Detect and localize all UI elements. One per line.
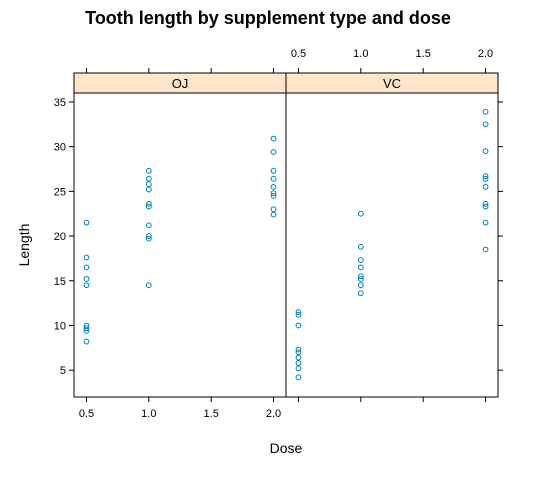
data-point-oj xyxy=(145,200,152,207)
data-point-vc xyxy=(482,121,489,128)
data-point-vc xyxy=(482,246,489,253)
data-point-oj xyxy=(83,338,90,345)
data-point-oj xyxy=(270,190,277,197)
y-tick-label: 15 xyxy=(54,276,66,288)
data-point-vc xyxy=(295,349,302,356)
data-point-vc xyxy=(295,322,302,329)
x-tick-label: 0.5 xyxy=(291,48,306,60)
data-point-vc xyxy=(295,360,302,366)
data-point-oj xyxy=(145,282,152,289)
data-point-oj xyxy=(145,222,152,229)
data-point-vc xyxy=(295,311,302,318)
y-tick-label: 35 xyxy=(54,97,66,109)
data-point-vc xyxy=(357,282,364,289)
data-point-oj xyxy=(83,276,90,282)
y-tick-label: 30 xyxy=(54,142,66,154)
data-point-vc xyxy=(295,374,302,381)
data-point-vc xyxy=(295,346,302,353)
data-point-vc xyxy=(357,210,364,217)
data-point-oj xyxy=(145,186,152,193)
data-point-vc xyxy=(482,203,489,210)
data-point-oj xyxy=(83,322,90,329)
panel-frame-vc xyxy=(285,92,499,398)
data-point-oj xyxy=(83,219,90,226)
y-tick-label: 10 xyxy=(54,320,66,332)
data-point-vc xyxy=(357,264,364,271)
data-point-oj xyxy=(145,175,152,182)
strip-label-vc: VC xyxy=(383,76,401,91)
panels-group: OJ 0.5 1.0 1.5 2.0 5 10 15 20 25 30 35 VC 0.5 1.0 1.5 2.… xyxy=(54,48,503,420)
chart-title: Tooth length by supplement type and dose xyxy=(85,8,451,28)
panel-frame-oj xyxy=(73,92,287,398)
data-point-vc xyxy=(357,290,364,297)
y-tick-label: 20 xyxy=(54,231,66,243)
data-point-vc xyxy=(357,257,364,264)
data-point-vc xyxy=(295,309,302,315)
data-point-vc xyxy=(482,108,489,115)
data-point-oj xyxy=(270,149,277,155)
data-point-oj xyxy=(145,167,152,174)
data-point-vc xyxy=(295,365,302,372)
data-point-vc xyxy=(482,183,489,190)
data-point-vc xyxy=(482,200,489,207)
y-tick-label: 5 xyxy=(60,365,66,377)
data-point-vc xyxy=(482,173,489,180)
data-point-oj xyxy=(270,135,277,142)
data-point-oj xyxy=(145,235,152,242)
data-point-oj xyxy=(83,264,90,271)
data-point-vc xyxy=(295,354,302,361)
data-point-oj xyxy=(145,181,152,188)
data-point-vc xyxy=(482,148,489,155)
data-point-oj xyxy=(270,192,277,199)
strip-label-oj: OJ xyxy=(172,76,189,91)
x-tick-label: 1.5 xyxy=(416,48,431,60)
x-tick-label: 1.0 xyxy=(353,48,368,60)
x-tick-label: 1.0 xyxy=(141,408,156,420)
x-tick-label: 2.0 xyxy=(266,408,281,420)
data-point-vc xyxy=(357,276,364,282)
y-tick-label: 25 xyxy=(54,186,66,198)
data-point-vc xyxy=(357,273,364,280)
data-point-oj xyxy=(270,183,277,190)
data-point-vc xyxy=(482,175,489,182)
x-tick-label: 1.5 xyxy=(204,408,219,420)
y-axis-label: Length xyxy=(16,224,32,267)
data-point-oj xyxy=(83,325,90,332)
data-point-oj xyxy=(145,233,152,239)
data-point-oj xyxy=(83,254,90,261)
data-point-oj xyxy=(270,175,277,182)
data-point-oj xyxy=(83,327,90,334)
data-point-oj xyxy=(270,167,277,174)
x-tick-label: 2.0 xyxy=(478,48,493,60)
x-axis-label: Dose xyxy=(270,440,303,456)
data-point-vc xyxy=(482,219,489,226)
data-point-oj xyxy=(83,282,90,289)
x-tick-label: 0.5 xyxy=(79,408,94,420)
data-point-oj xyxy=(270,206,277,213)
data-point-vc xyxy=(357,243,364,250)
data-point-oj xyxy=(145,203,152,210)
data-point-oj xyxy=(270,211,277,218)
